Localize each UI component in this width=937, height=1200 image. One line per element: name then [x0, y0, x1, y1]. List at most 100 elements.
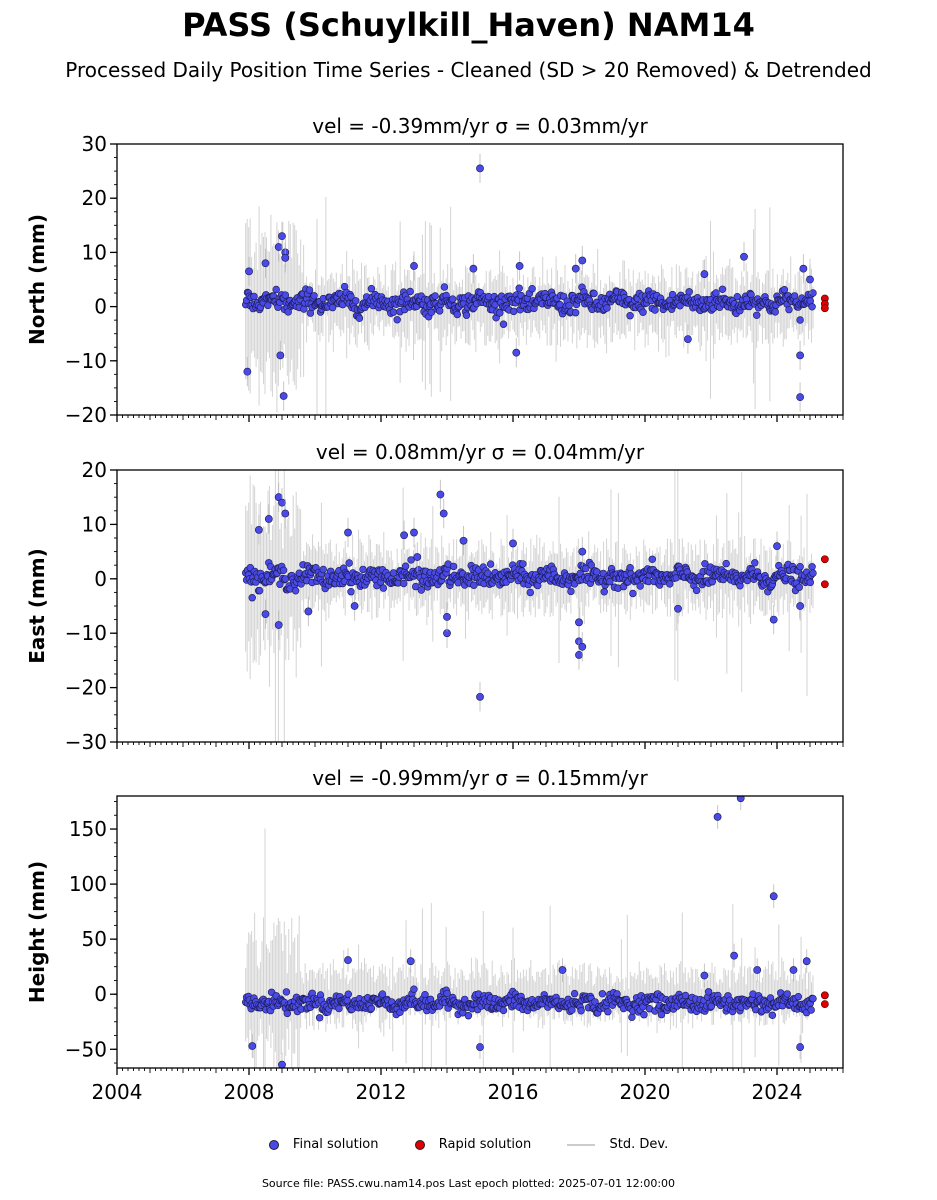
y-axis-label: East (mm) — [25, 548, 49, 664]
final-point — [794, 992, 802, 1001]
outlier-point — [413, 553, 422, 561]
final-point — [282, 988, 291, 996]
y-tick-label: 0 — [94, 295, 107, 319]
final-point — [281, 575, 290, 583]
legend-sd-line — [567, 1143, 596, 1146]
outlier-point — [276, 351, 285, 360]
final-point — [310, 292, 318, 300]
final-point — [407, 556, 415, 564]
x-tick-label: 2016 — [488, 1080, 539, 1104]
final-point — [291, 587, 300, 595]
outlier-point — [261, 610, 270, 619]
outlier-point — [281, 253, 290, 262]
legend-rapid: Rapid solution — [414, 1137, 531, 1152]
page-title: PASS (Schuylkill_Haven) NAM14 — [182, 6, 755, 44]
final-point — [808, 563, 816, 571]
final-point — [389, 569, 398, 577]
final-point — [272, 285, 280, 294]
final-point — [528, 285, 536, 293]
final-point — [453, 310, 461, 319]
final-point — [640, 1010, 648, 1019]
outlier-point — [674, 604, 682, 613]
x-tick-label: 2008 — [224, 1080, 275, 1104]
final-point — [806, 578, 814, 587]
outlier-point — [245, 267, 253, 276]
final-point — [449, 562, 458, 571]
final-point — [345, 559, 353, 567]
final-point — [462, 311, 471, 319]
final-point — [685, 288, 693, 296]
outlier-point — [278, 1060, 286, 1068]
final-point — [681, 991, 690, 1000]
final-point — [657, 1010, 666, 1019]
final-point — [427, 308, 436, 316]
final-point — [344, 990, 352, 998]
final-point — [590, 289, 598, 298]
outlier-point — [512, 348, 521, 357]
y-tick-label: −20 — [65, 676, 107, 700]
page-subtitle: Processed Daily Position Time Series - C… — [65, 58, 872, 82]
final-point — [606, 577, 614, 586]
outlier-point — [304, 607, 313, 616]
final-point — [570, 989, 579, 998]
outlier-point — [700, 270, 709, 278]
final-point — [496, 309, 504, 317]
final-points — [242, 479, 817, 712]
plot-frame — [116, 143, 844, 416]
outlier-point — [261, 259, 270, 268]
final-point — [255, 586, 264, 595]
outlier-point — [713, 813, 722, 821]
final-point — [604, 1007, 612, 1016]
final-point — [431, 292, 439, 300]
y-tick-label: 0 — [94, 567, 107, 591]
final-point — [355, 314, 364, 322]
final-point — [648, 555, 656, 563]
final-point — [809, 994, 817, 1003]
outlier-point — [578, 547, 587, 556]
outlier-point — [515, 262, 524, 270]
outlier-point — [469, 264, 478, 273]
panel-1: −20 −10 0 10 20 30 vel = -0.39mm/yr σ = 0.03mm… — [25, 114, 844, 427]
final-point — [305, 286, 314, 294]
final-point — [250, 292, 258, 301]
final-point — [378, 990, 387, 998]
outlier-point — [753, 966, 762, 974]
final-point — [347, 587, 355, 596]
outlier-point — [344, 528, 352, 537]
final-point — [510, 307, 518, 316]
outlier-point — [264, 515, 273, 523]
legend-final-label: Final solution — [292, 1137, 379, 1152]
final-point — [449, 295, 457, 303]
final-point — [668, 290, 677, 299]
outlier-point — [578, 642, 587, 651]
y-tick-label: 30 — [82, 132, 107, 156]
final-point — [319, 565, 327, 574]
outlier-point — [700, 971, 709, 980]
final-point — [367, 285, 376, 293]
y-tick-label: 150 — [69, 817, 107, 841]
final-point — [359, 565, 367, 574]
y-tick-label: 20 — [82, 186, 107, 210]
outlier-point — [410, 528, 418, 537]
final-point — [581, 564, 590, 573]
outlier-point — [279, 392, 288, 400]
final-point — [796, 316, 804, 324]
panel-3: −50 0 50 100 150 vel = -0.99mm/yr σ = 0.15mm/… — [25, 766, 844, 1104]
final-point — [417, 586, 425, 594]
final-point — [676, 302, 684, 310]
final-point — [567, 587, 575, 596]
y-tick-label: −50 — [65, 1037, 107, 1061]
final-point — [443, 989, 451, 998]
y-tick-label: −10 — [65, 349, 107, 373]
rapid-point — [820, 580, 829, 589]
final-point — [499, 1006, 508, 1015]
final-point — [718, 285, 727, 293]
outlier-point — [274, 243, 283, 251]
plot-area-1 — [242, 153, 829, 415]
legend-sd: Std. Dev. — [567, 1137, 668, 1152]
outlier-point — [243, 367, 252, 376]
outlier-point — [254, 525, 263, 534]
final-point — [701, 560, 709, 568]
final-point — [768, 1011, 777, 1019]
final-point — [809, 289, 817, 297]
